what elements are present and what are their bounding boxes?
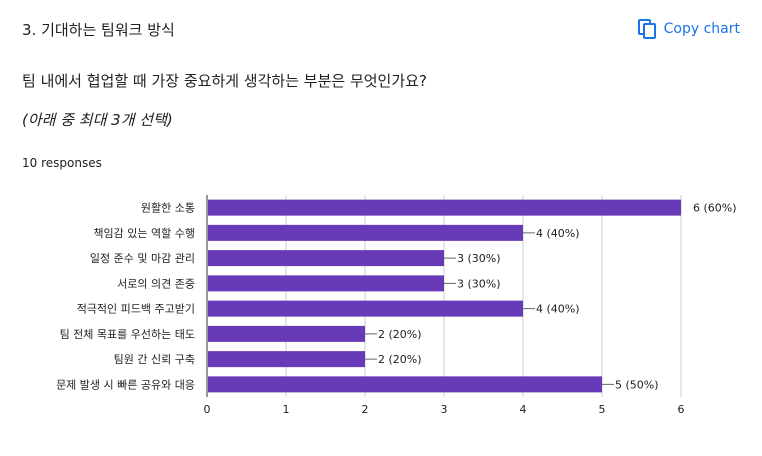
- data-label: 4 (40%): [536, 303, 580, 316]
- x-tick-label: 1: [283, 403, 290, 416]
- bar: [208, 224, 523, 241]
- copy-chart-label: Copy chart: [663, 21, 740, 37]
- chart-title: 3. 기대하는 팀워크 방식: [22, 21, 175, 39]
- data-label: 6 (60%): [693, 202, 737, 215]
- category-label: 서로의 의견 존중: [117, 277, 195, 290]
- bar: [208, 275, 444, 292]
- category-label: 일정 준수 및 마감 관리: [90, 251, 195, 265]
- bar: [208, 300, 523, 317]
- category-label: 팀 전체 목표를 우선하는 태도: [60, 327, 195, 341]
- x-tick-label: 5: [599, 403, 606, 416]
- data-label: 3 (30%): [457, 252, 501, 265]
- data-label: 2 (20%): [378, 353, 422, 366]
- x-tick-label: 4: [520, 403, 527, 416]
- response-count: 10 responses: [22, 156, 102, 170]
- category-label: 적극적인 피드백 주고받기: [77, 303, 195, 316]
- data-label: 3 (30%): [457, 277, 501, 290]
- data-label: 5 (50%): [615, 378, 659, 391]
- category-label: 원활한 소통: [141, 201, 195, 215]
- bar: [208, 250, 444, 267]
- copy-icon: [637, 19, 656, 39]
- question-text: 팀 내에서 협업할 때 가장 중요하게 생각하는 부분은 무엇인가요?: [22, 72, 427, 90]
- x-tick-label: 2: [362, 403, 369, 416]
- bar: [208, 351, 365, 368]
- x-tick-label: 3: [441, 403, 448, 416]
- copy-chart-button[interactable]: Copy chart: [637, 19, 740, 39]
- data-label: 4 (40%): [536, 227, 580, 240]
- category-label: 문제 발생 시 빠른 공유와 대응: [56, 378, 195, 391]
- question-note: (아래 중 최대 3개 선택): [22, 111, 173, 129]
- bar: [208, 376, 602, 393]
- data-label: 2 (20%): [378, 328, 422, 341]
- x-tick-label: 6: [678, 403, 685, 416]
- category-label: 팀원 간 신뢰 구축: [114, 353, 195, 366]
- bar: [208, 325, 365, 342]
- category-label: 책임감 있는 역할 수행: [93, 227, 195, 240]
- x-tick-label: 0: [204, 403, 211, 416]
- bar: [208, 199, 681, 216]
